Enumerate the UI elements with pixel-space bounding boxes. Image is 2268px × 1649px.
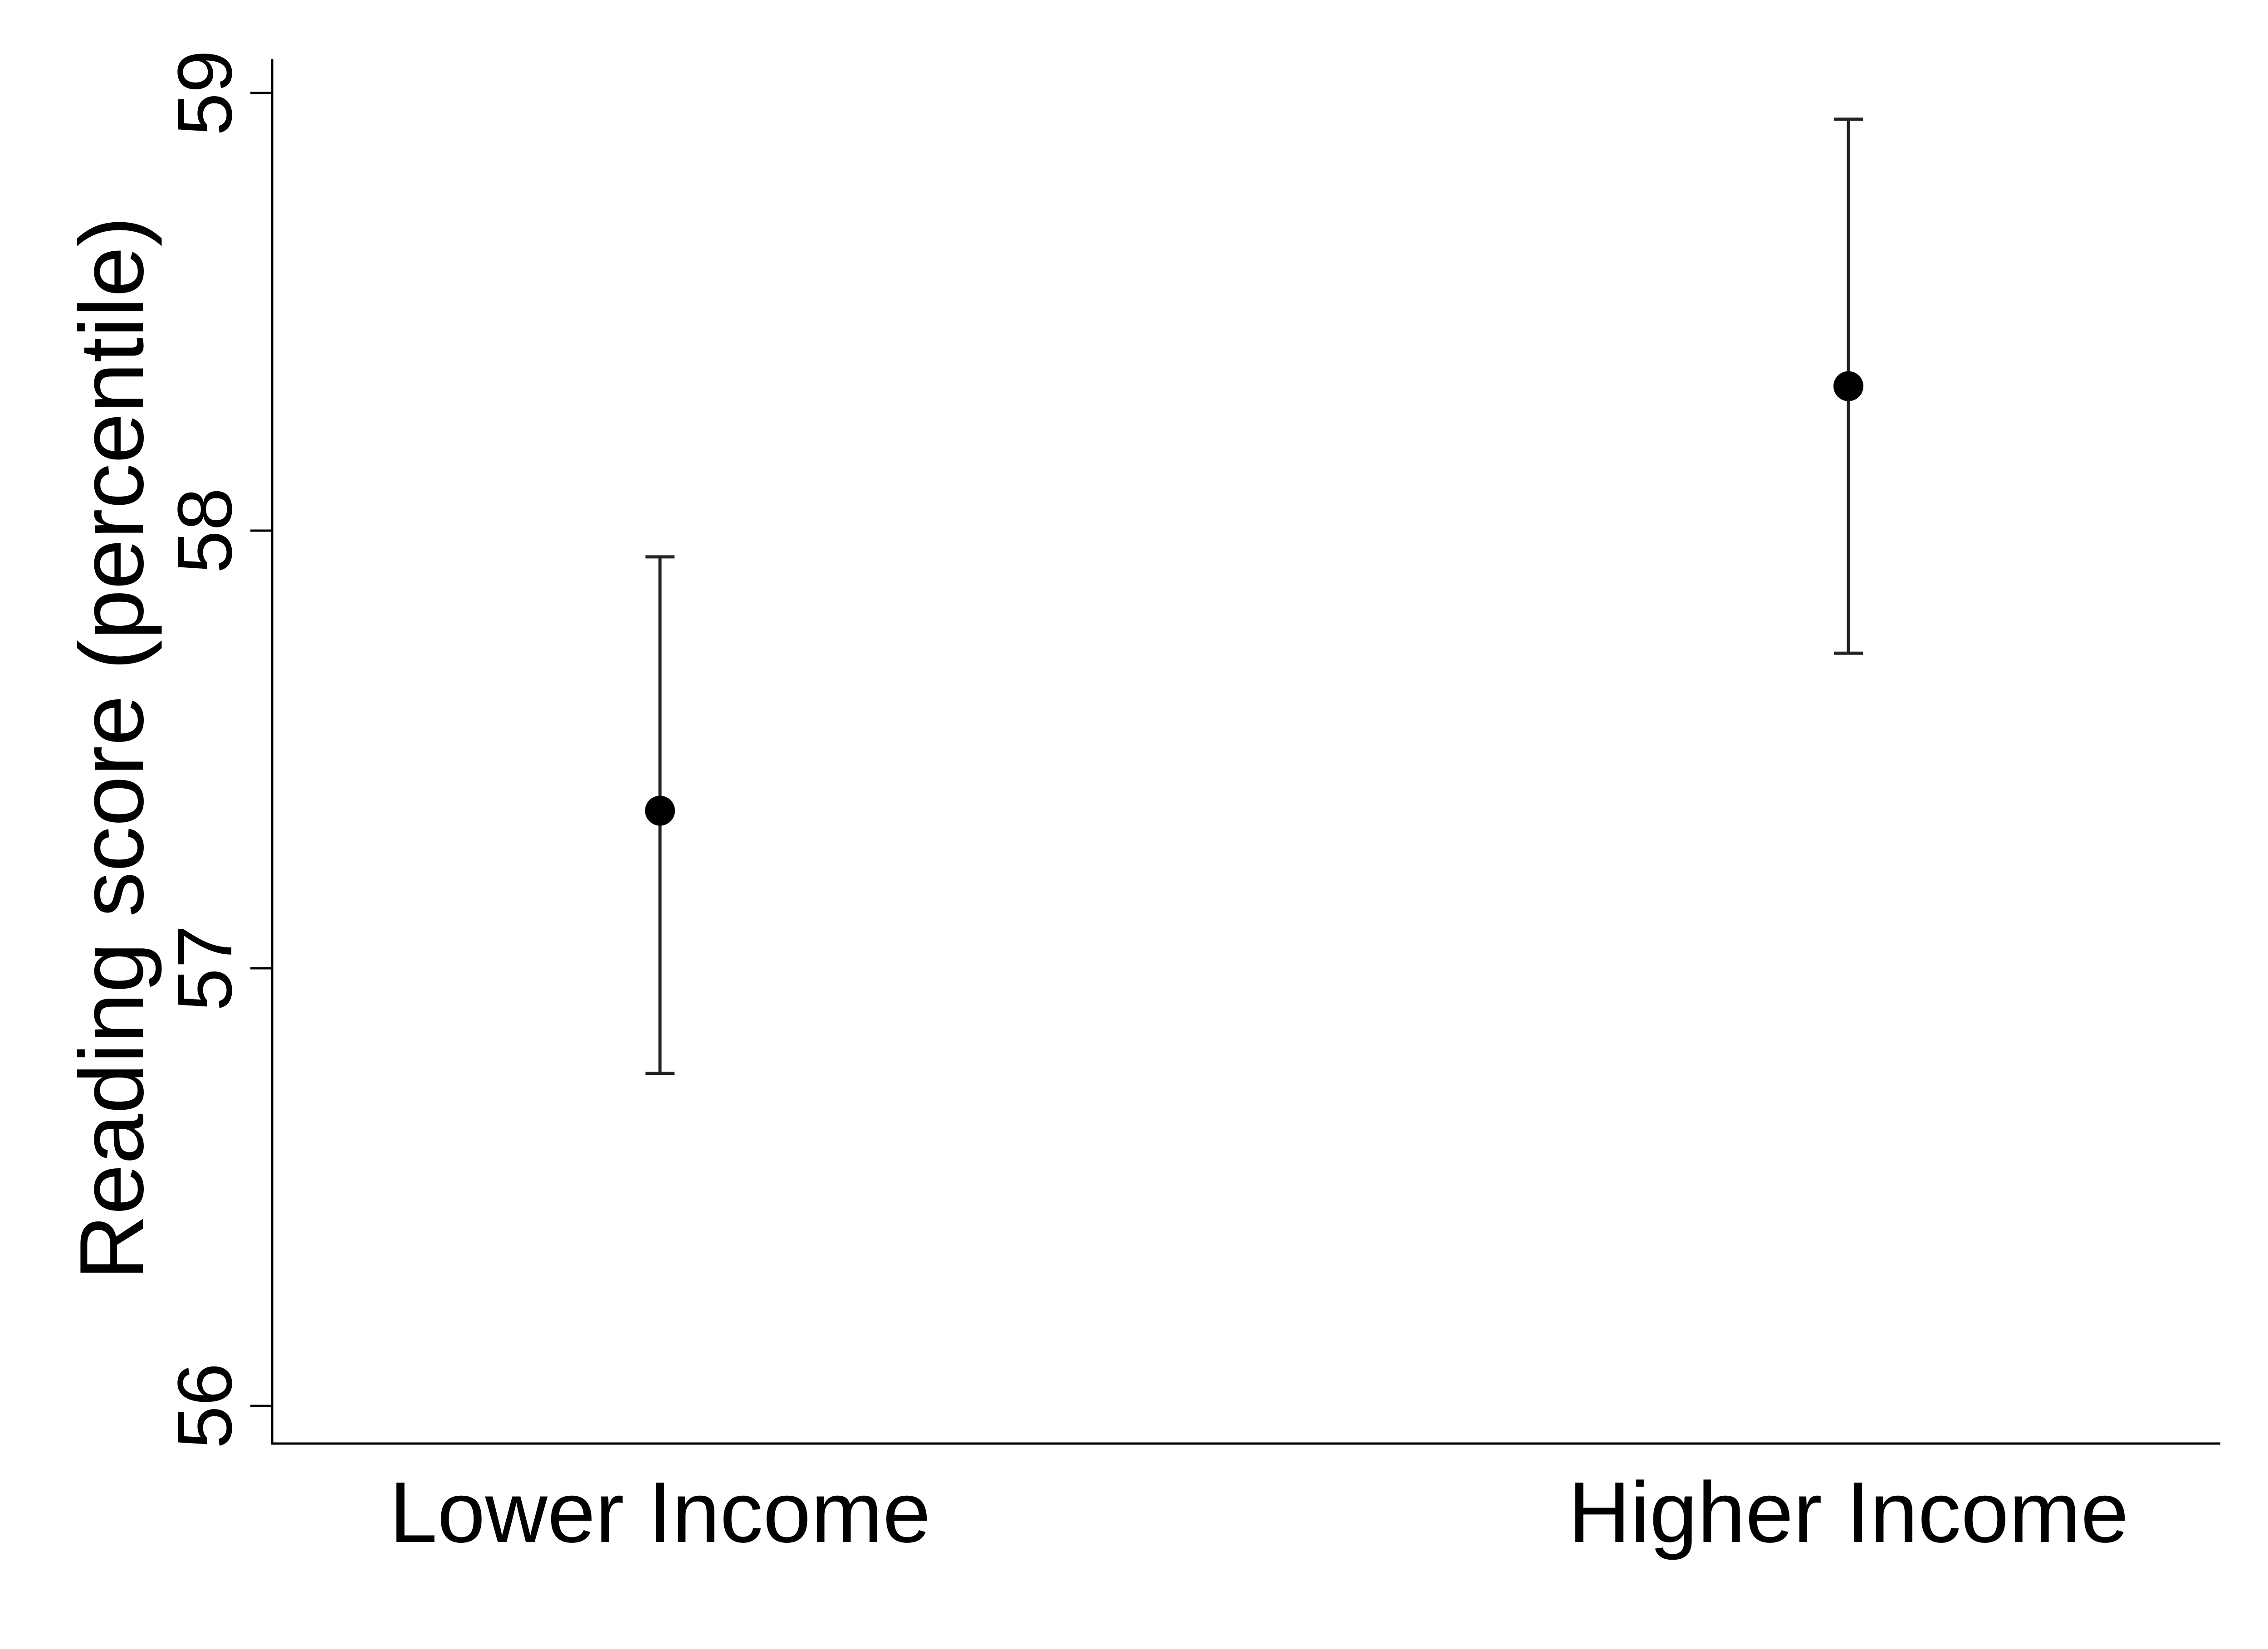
- data-point: [645, 795, 675, 826]
- data-point: [1833, 371, 1863, 401]
- y-axis-title: Reading score (percentile): [61, 216, 162, 1280]
- x-axis-labels: Lower Income Higher Income: [389, 1464, 2128, 1561]
- y-tick-label: 56: [162, 1363, 248, 1449]
- y-tick-label: 57: [162, 925, 248, 1011]
- y-tick-label: 58: [162, 488, 248, 573]
- x-category-label: Lower Income: [389, 1464, 930, 1561]
- x-category-label: Higher Income: [1568, 1464, 2129, 1561]
- y-tick-label: 59: [162, 50, 248, 136]
- plot-marks: [645, 117, 1863, 1075]
- y-axis-ticks: 56 57 58 59: [162, 50, 272, 1449]
